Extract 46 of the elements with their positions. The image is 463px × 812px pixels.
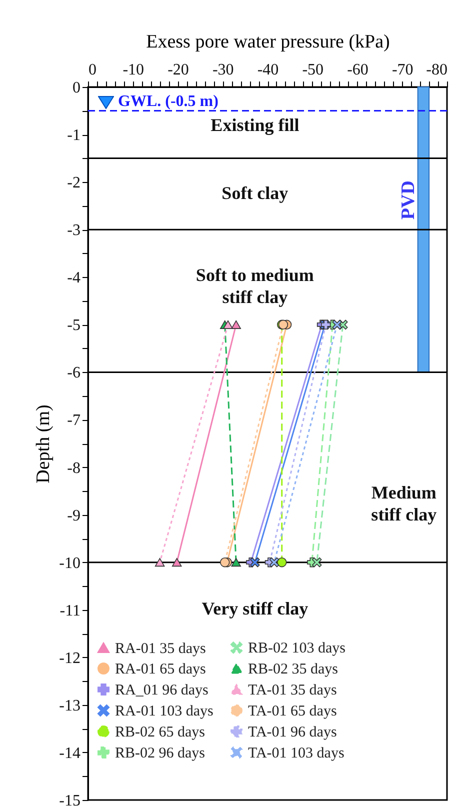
y-axis-title: Depth (m) <box>33 404 54 484</box>
x-tick-label: -70 <box>392 62 414 78</box>
x-tick-label: 0 <box>88 62 96 78</box>
ref-line-label: GWL. (-0.5 m) <box>118 92 218 110</box>
x-tick-label: -40 <box>257 62 279 78</box>
legend-label: RA-01 35 days <box>115 640 206 657</box>
legend-label: TA-01 35 days <box>248 682 337 698</box>
legend-label: RA_01 96 days <box>115 682 208 698</box>
y-tick-label: -5 <box>67 317 80 334</box>
annotation: Very stiff clay <box>202 598 308 619</box>
y-tick-label: -11 <box>60 602 80 620</box>
y-tick-label: -15 <box>59 792 80 810</box>
x-tick-label: -60 <box>347 62 368 78</box>
y-tick-label: -3 <box>67 222 80 240</box>
y-tick-label: -1 <box>67 127 80 144</box>
legend-label: RB-02 65 days <box>115 724 206 740</box>
x-tick-label: -80 <box>426 62 448 78</box>
annotation: Existing fill <box>210 115 300 136</box>
x-tick-label: -10 <box>122 62 144 78</box>
legend-label: RB-02 96 days <box>115 746 206 762</box>
legend-label: TA-01 96 days <box>248 724 337 740</box>
x-tick-label: -50 <box>302 62 324 78</box>
y-tick-label: -9 <box>67 507 80 524</box>
y-tick-label: -6 <box>67 364 80 382</box>
band-label: PVD <box>398 180 419 220</box>
annotation: Medium stiff clay <box>371 482 437 524</box>
y-tick-label: -12 <box>59 650 80 667</box>
legend-label: TA-01 103 days <box>248 746 344 762</box>
x-tick-label: -20 <box>168 62 189 78</box>
x-tick-label: -30 <box>212 62 234 78</box>
y-tick-label: -14 <box>59 744 80 762</box>
legend-label: RB-02 103 days <box>248 640 346 657</box>
y-tick-label: -8 <box>67 460 80 477</box>
annotation: Soft clay <box>222 182 288 203</box>
annotation: Soft to medium stiff clay <box>196 264 314 307</box>
legend-label: RA-01 103 days <box>115 704 214 720</box>
y-tick-label: -7 <box>67 412 80 430</box>
y-tick-label: -4 <box>67 270 80 287</box>
y-tick-label: -2 <box>67 174 80 192</box>
legend-label: TA-01 65 days <box>248 704 337 720</box>
x-axis-title: Exess pore water pressure (kPa) <box>146 32 390 52</box>
y-tick-label: -10 <box>59 554 80 572</box>
y-tick-label: 0 <box>72 80 80 96</box>
y-tick-label: -13 <box>59 697 80 714</box>
legend-label: RB-02 35 days <box>248 662 338 678</box>
legend-label: RA-01 65 days <box>115 662 206 678</box>
